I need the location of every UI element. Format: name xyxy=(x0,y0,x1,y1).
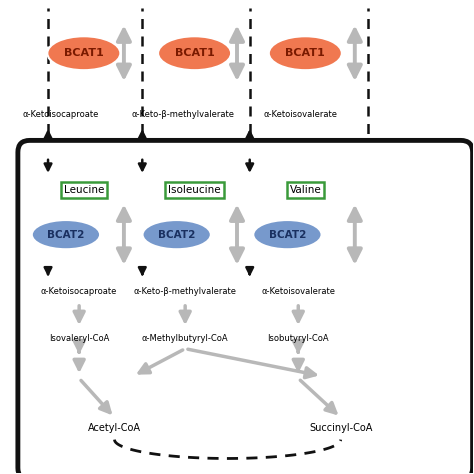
Ellipse shape xyxy=(269,36,342,70)
Text: Isoleucine: Isoleucine xyxy=(168,185,221,195)
Ellipse shape xyxy=(253,220,321,249)
Text: Acetyl-CoA: Acetyl-CoA xyxy=(88,423,141,433)
Text: BCAT2: BCAT2 xyxy=(269,229,306,240)
FancyBboxPatch shape xyxy=(18,140,473,474)
Text: α-Ketoisocaproate: α-Ketoisocaproate xyxy=(41,287,118,296)
Text: BCAT2: BCAT2 xyxy=(47,229,85,240)
Text: Isovaleryl-CoA: Isovaleryl-CoA xyxy=(49,334,109,343)
Text: BCAT1: BCAT1 xyxy=(285,48,325,58)
Text: α-Ketoisovalerate: α-Ketoisovalerate xyxy=(264,110,337,119)
Text: Succinyl-CoA: Succinyl-CoA xyxy=(309,423,373,433)
Text: α-Methylbutyryl-CoA: α-Methylbutyryl-CoA xyxy=(142,334,228,343)
Text: α-Keto-β-methylvalerate: α-Keto-β-methylvalerate xyxy=(131,110,234,119)
Text: BCAT1: BCAT1 xyxy=(64,48,104,58)
Text: Valine: Valine xyxy=(290,185,321,195)
Ellipse shape xyxy=(47,36,120,70)
Ellipse shape xyxy=(143,220,211,249)
Text: Isobutyryl-CoA: Isobutyryl-CoA xyxy=(267,334,329,343)
Text: BCAT2: BCAT2 xyxy=(158,229,195,240)
Text: α-Ketoisocaproate: α-Ketoisocaproate xyxy=(22,110,99,119)
Text: α-Ketoisovalerate: α-Ketoisovalerate xyxy=(261,287,335,296)
Ellipse shape xyxy=(32,220,100,249)
Text: Leucine: Leucine xyxy=(64,185,104,195)
Ellipse shape xyxy=(158,36,231,70)
Text: α-Keto-β-methylvalerate: α-Keto-β-methylvalerate xyxy=(134,287,237,296)
Text: BCAT1: BCAT1 xyxy=(175,48,214,58)
